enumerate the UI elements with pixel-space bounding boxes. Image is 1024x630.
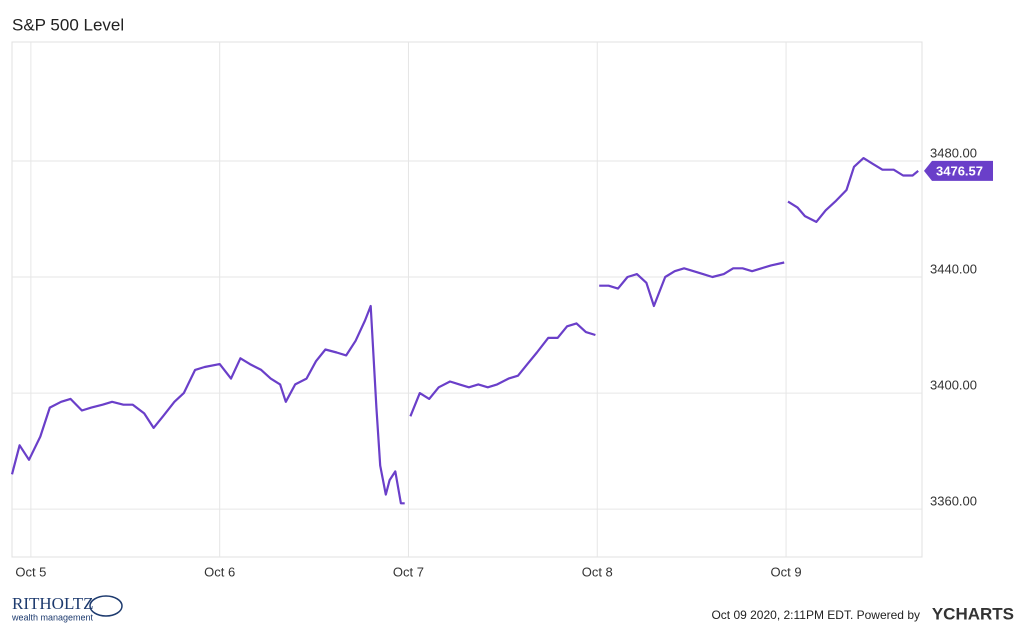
x-tick-label: Oct 5	[15, 564, 46, 579]
y-tick-label: 3440.00	[930, 261, 977, 276]
x-tick-label: Oct 8	[582, 564, 613, 579]
y-tick-label: 3360.00	[930, 494, 977, 509]
last-value-label: 3476.57	[936, 163, 983, 178]
y-tick-label: 3400.00	[930, 378, 977, 393]
footer-timestamp: Oct 09 2020, 2:11PM EDT. Powered by	[711, 608, 920, 622]
last-value-tag	[924, 160, 993, 181]
x-tick-label: Oct 6	[204, 564, 235, 579]
y-tick-label: 3480.00	[930, 145, 977, 160]
logo: RITHOLTZ	[12, 594, 94, 613]
plot-area	[11, 41, 923, 558]
x-tick-label: Oct 9	[771, 564, 802, 579]
footer-brand: YCHARTS	[932, 604, 1014, 623]
logo-icon	[89, 595, 123, 617]
chart-title: S&P 500 Level	[12, 15, 124, 34]
line	[10, 157, 919, 505]
logo-sub: wealth management	[11, 612, 94, 622]
x-tick-label: Oct 7	[393, 564, 424, 579]
